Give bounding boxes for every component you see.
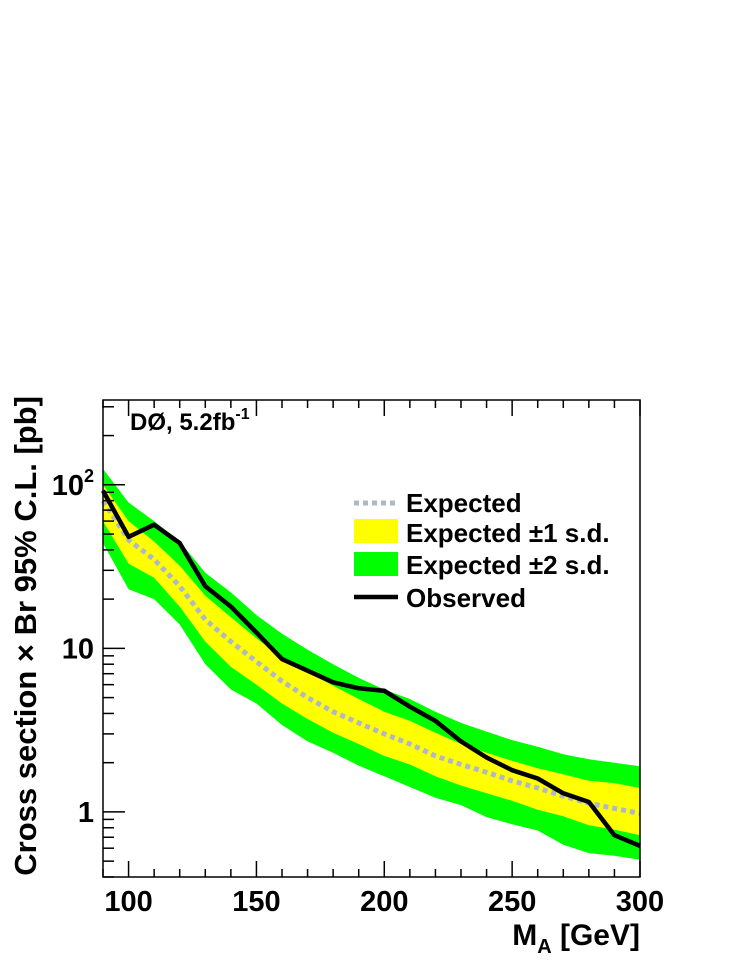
experiment-annotation: DØ, 5.2fb-1 xyxy=(130,406,250,436)
y-tick-label: 1 xyxy=(78,797,94,829)
y-tick-label: 10 xyxy=(62,633,94,665)
x-axis-title-sub: A xyxy=(537,936,551,958)
legend-label-observed: Observed xyxy=(406,583,526,613)
y-axis-title: Cross section × Br 95% C.L. [pb] xyxy=(8,396,43,876)
x-tick-label: 200 xyxy=(360,886,408,918)
plot-area xyxy=(100,469,641,860)
legend-label-1sd: Expected ±1 s.d. xyxy=(406,518,610,548)
y-tick-label: 102 xyxy=(52,466,94,502)
annotation-main: DØ, 5.2fb xyxy=(130,409,235,436)
tick-labels: 100 150 200 250 300 1 10 102 xyxy=(52,466,664,918)
x-axis-title-rest: [GeV] xyxy=(552,919,640,952)
legend-label-2sd: Expected ±2 s.d. xyxy=(406,550,610,580)
legend-swatch-1sd xyxy=(354,519,398,543)
x-tick-label: 250 xyxy=(488,886,536,918)
axis-ticks xyxy=(102,400,641,878)
x-axis-title-main: M xyxy=(512,919,537,952)
annotation-sup: -1 xyxy=(235,406,249,423)
legend-label-expected: Expected xyxy=(406,488,522,518)
x-tick-label: 100 xyxy=(104,886,152,918)
x-tick-label: 300 xyxy=(616,886,664,918)
legend-swatch-2sd xyxy=(354,552,398,576)
x-axis-title: MA [GeV] xyxy=(512,919,640,958)
plot-frame xyxy=(102,399,641,878)
line-observed xyxy=(101,489,641,848)
line-expected xyxy=(100,499,641,816)
x-tick-label: 150 xyxy=(232,886,280,918)
legend: Expected Expected ±1 s.d. Expected ±2 s.… xyxy=(354,488,610,613)
